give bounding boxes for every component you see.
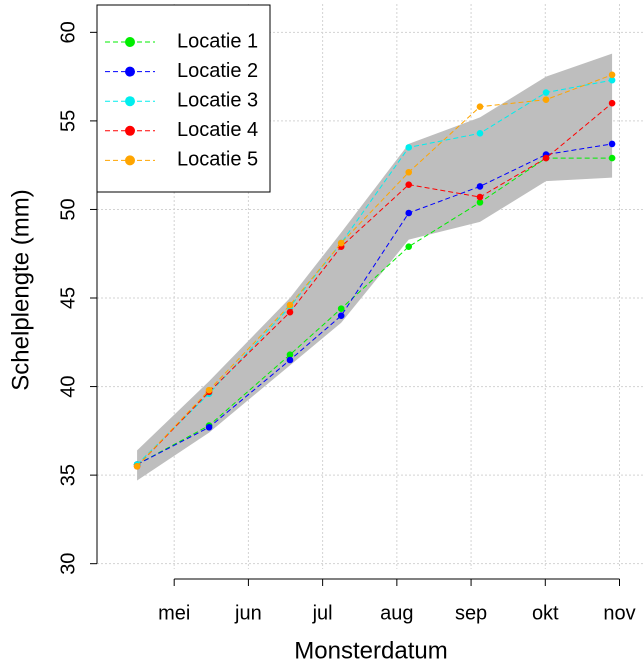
band bbox=[137, 53, 613, 481]
data-point bbox=[608, 71, 616, 79]
series-line bbox=[136, 157, 613, 465]
data-point bbox=[542, 154, 550, 162]
data-point bbox=[405, 168, 413, 176]
legend-label: Locatie 1 bbox=[177, 30, 258, 52]
y-tick-label: 50 bbox=[57, 198, 79, 220]
y-tick-label: 55 bbox=[57, 110, 79, 132]
data-point bbox=[286, 356, 294, 364]
data-point bbox=[405, 243, 413, 250]
series-layer bbox=[133, 71, 616, 470]
data-point bbox=[405, 144, 413, 151]
y-tick-label: 60 bbox=[57, 21, 79, 43]
series-line bbox=[136, 74, 613, 467]
x-tick-label: okt bbox=[532, 602, 559, 624]
data-point bbox=[133, 462, 141, 470]
data-point bbox=[476, 103, 484, 111]
data-point bbox=[337, 305, 345, 312]
data-point bbox=[608, 76, 616, 84]
data-point bbox=[337, 312, 345, 320]
data-point bbox=[608, 140, 616, 148]
y-tick-label: 45 bbox=[57, 287, 79, 309]
data-point bbox=[286, 351, 294, 358]
data-point bbox=[608, 99, 616, 107]
data-point bbox=[542, 89, 550, 96]
data-point bbox=[476, 129, 484, 137]
data-point bbox=[337, 239, 345, 247]
legend-marker bbox=[125, 66, 135, 77]
data-point bbox=[205, 386, 213, 394]
series-line bbox=[136, 102, 613, 467]
x-axis-label: Monsterdatum bbox=[294, 637, 447, 664]
data-point bbox=[476, 193, 484, 201]
y-tick-label: 30 bbox=[57, 553, 79, 575]
y-axis-label: Schelplengte (mm) bbox=[7, 189, 34, 390]
legend-marker bbox=[125, 125, 135, 136]
data-point bbox=[286, 301, 294, 309]
x-tick-label: sep bbox=[455, 602, 487, 624]
x-tick-label: jun bbox=[234, 602, 262, 624]
legend: Locatie 1 Locatie 2 Locatie 3 Locatie 4 Loca… bbox=[96, 4, 271, 193]
data-point bbox=[542, 96, 550, 103]
legend-marker bbox=[125, 155, 135, 166]
data-point bbox=[405, 181, 413, 188]
legend-label: Locatie 4 bbox=[177, 119, 258, 141]
data-point bbox=[405, 209, 413, 217]
band-layer bbox=[137, 53, 613, 481]
x-tick-label: nov bbox=[603, 602, 635, 624]
y-tick-label: 40 bbox=[57, 375, 79, 397]
x-tick-label: aug bbox=[380, 602, 413, 624]
x-tick-label: jul bbox=[312, 602, 333, 624]
axes: 30 35 40 45 50 55 60 mei jun jul aug sep okt nov bbox=[57, 21, 635, 624]
series-line bbox=[136, 143, 613, 465]
data-point bbox=[476, 199, 484, 206]
data-point bbox=[476, 183, 484, 190]
x-tick-label: mei bbox=[158, 602, 190, 624]
legend-label: Locatie 2 bbox=[177, 60, 258, 82]
legend-label: Locatie 3 bbox=[177, 89, 258, 111]
data-point bbox=[286, 308, 294, 316]
data-point bbox=[608, 154, 616, 162]
legend-marker bbox=[125, 37, 135, 47]
data-point bbox=[205, 424, 213, 431]
legend-marker bbox=[125, 96, 135, 107]
y-tick-label: 35 bbox=[57, 464, 79, 486]
legend-label: Locatie 5 bbox=[177, 149, 258, 171]
